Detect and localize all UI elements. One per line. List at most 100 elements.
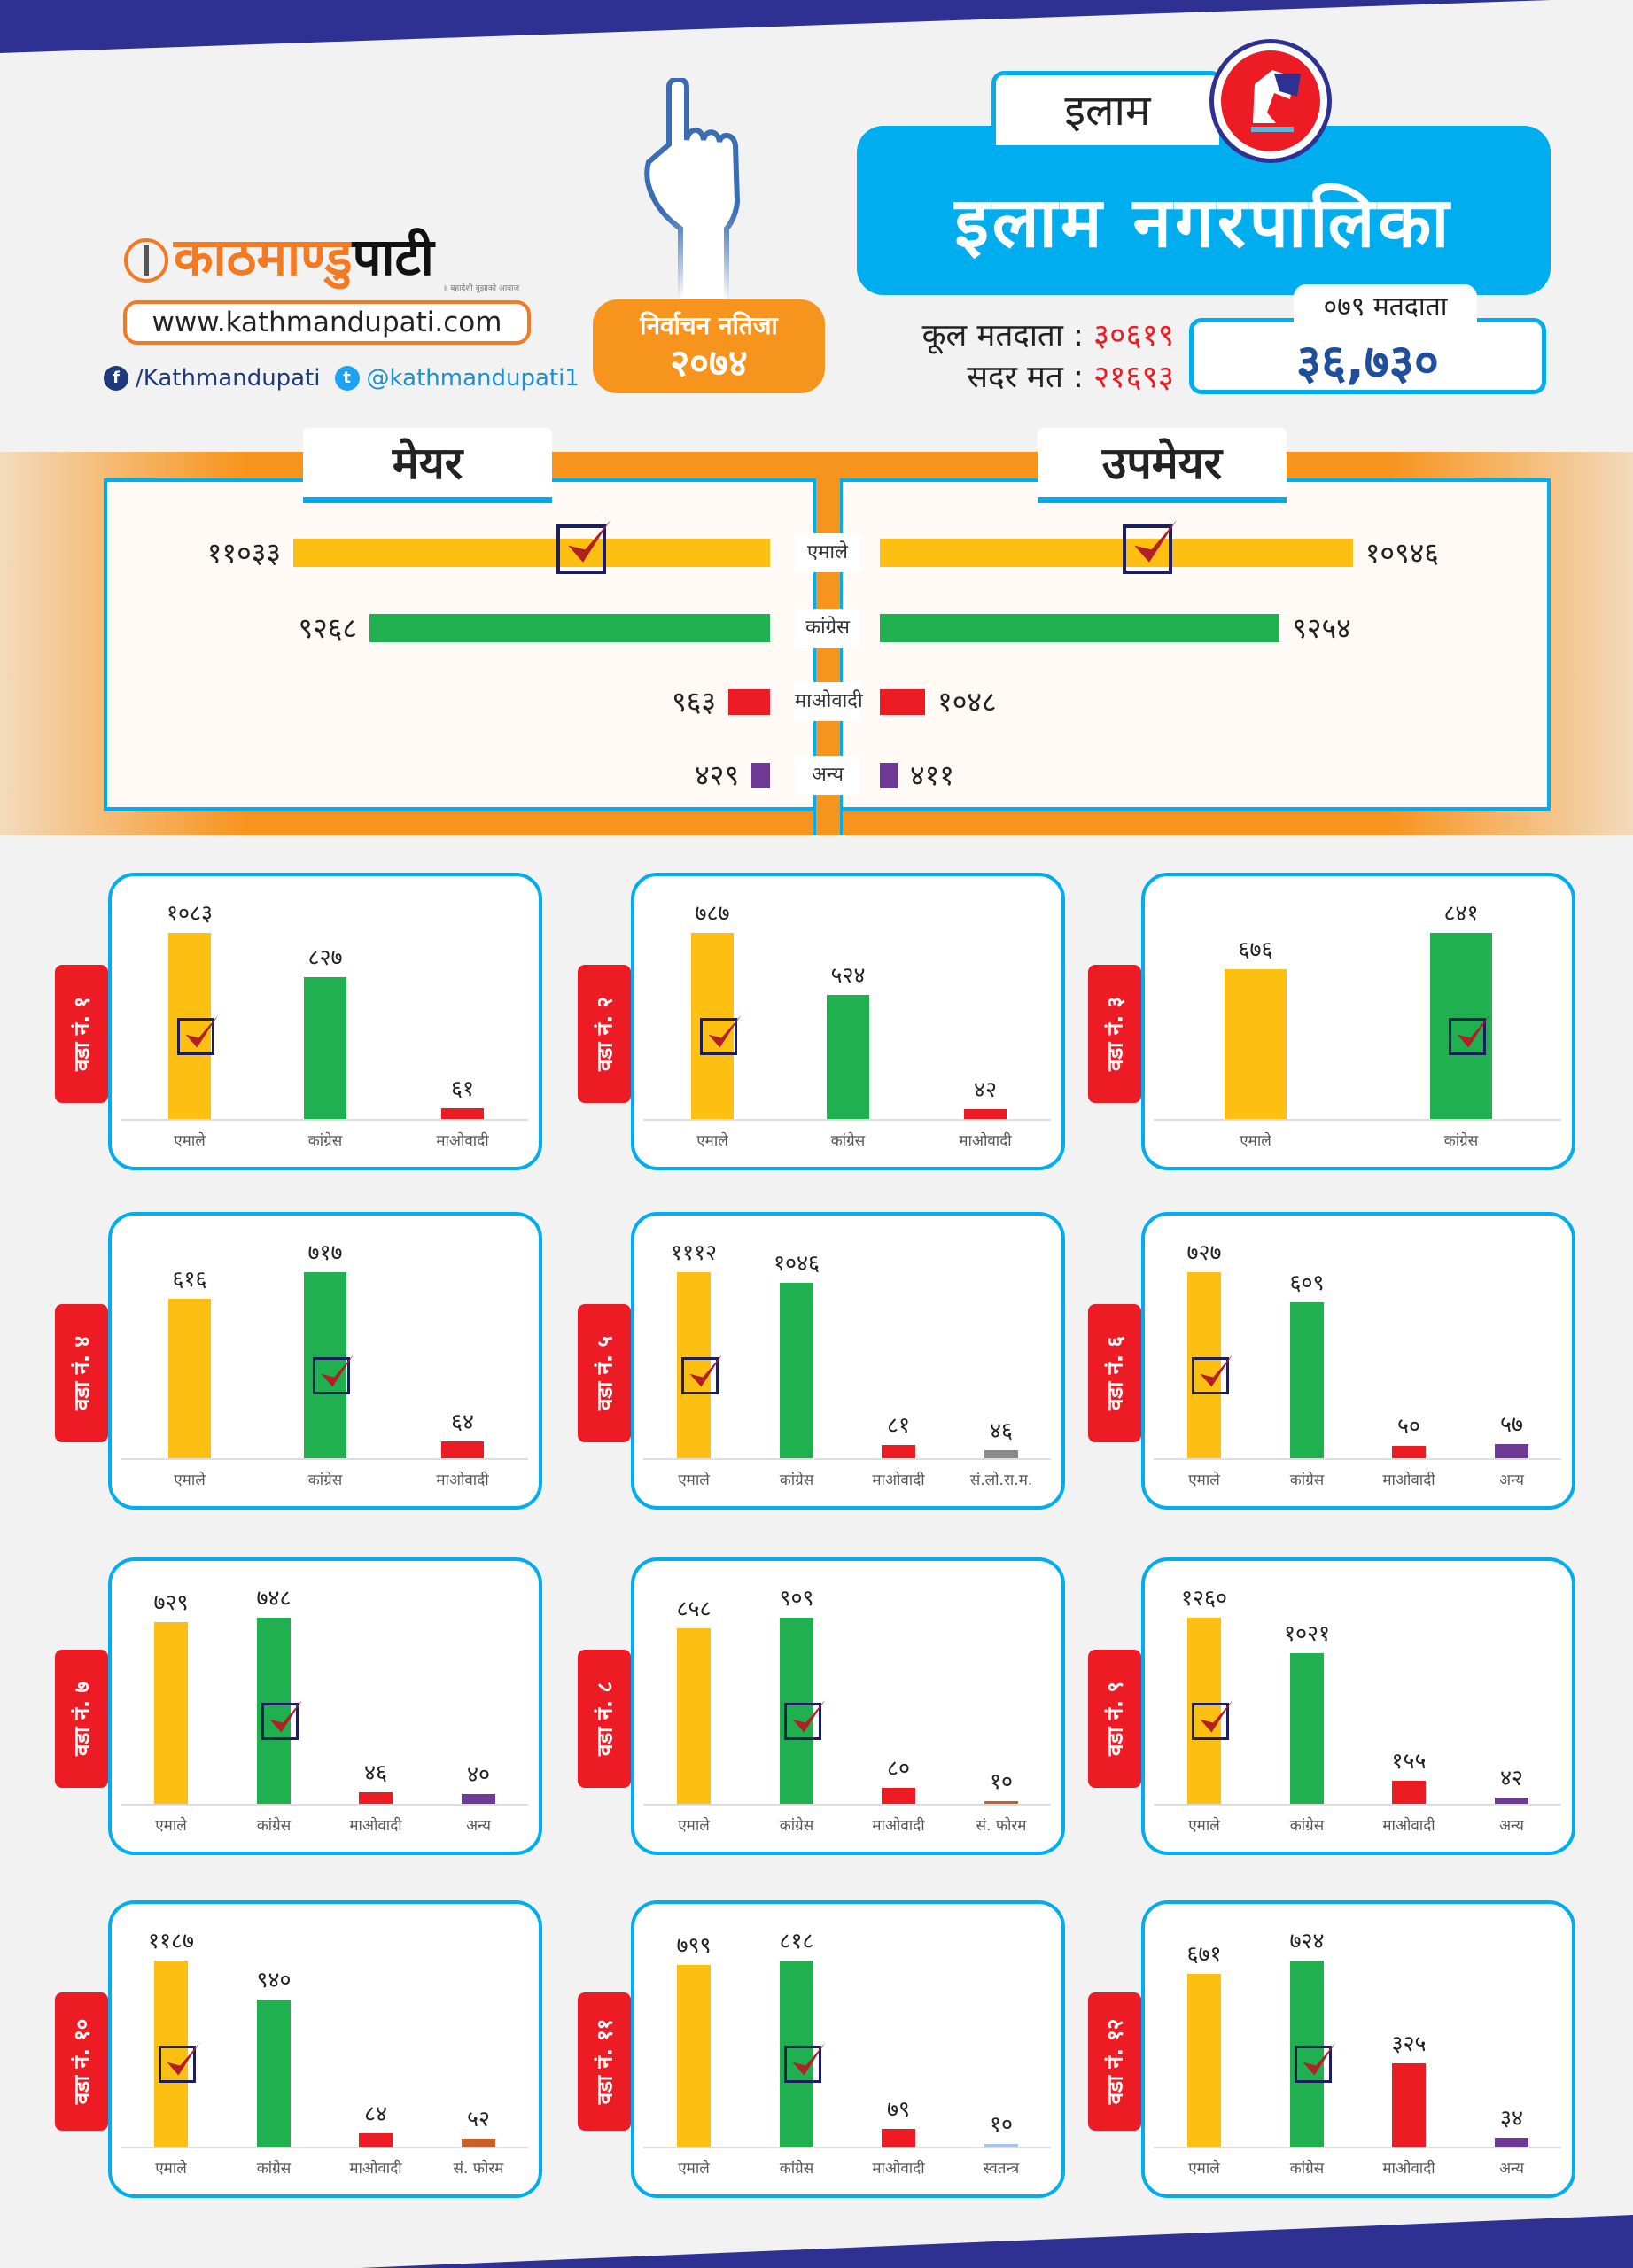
ward-bar-एमाले bbox=[168, 933, 211, 1119]
website-link[interactable]: www.kathmandupati.com bbox=[123, 300, 531, 345]
ward-bar-अन्य bbox=[462, 1793, 495, 1804]
ward-category-label: कांग्रेस bbox=[1289, 1817, 1325, 1835]
winner-check-icon bbox=[784, 2042, 826, 2083]
ward-category-label: एमाले bbox=[174, 1132, 206, 1150]
ward-category-label: अन्य bbox=[1499, 1472, 1524, 1489]
winner-check-icon bbox=[261, 1699, 303, 1740]
ward-label-text: वडा नं. ६ bbox=[1102, 1335, 1128, 1411]
winner-check-icon bbox=[159, 2042, 200, 2083]
check-icon bbox=[708, 1014, 742, 1048]
winner-check-icon bbox=[1449, 1014, 1490, 1055]
ward-bar-कांग्रेस bbox=[257, 1999, 291, 2147]
ward-bar-value: १११२ bbox=[670, 1239, 717, 1265]
ward-bar-value: ४० bbox=[466, 1760, 490, 1787]
ward-label-text: वडा नं. १ bbox=[69, 996, 95, 1072]
deputy-mayor-heading: उपमेयर bbox=[1038, 428, 1287, 503]
ward-category-label: अन्य bbox=[466, 1817, 491, 1835]
ward-category-label: माओवादी bbox=[1382, 2160, 1435, 2178]
ward-label: वडा नं. ७ bbox=[55, 1650, 108, 1788]
winner-check-icon bbox=[784, 1699, 826, 1740]
deputy-bar-0 bbox=[880, 539, 1353, 567]
ward-bar-value: ७२९ bbox=[153, 1589, 189, 1616]
ward-bar-value: ४६ bbox=[989, 1418, 1013, 1444]
chart-axis bbox=[1154, 1119, 1561, 1121]
valid-votes-label: सदर मत bbox=[967, 360, 1063, 395]
mayor-value-0: ११०३३ bbox=[206, 536, 281, 570]
ward-category-label: एमाले bbox=[696, 1132, 728, 1150]
ward-bar-value: ७९९ bbox=[676, 1931, 712, 1958]
ward-bar-एमाले bbox=[677, 1627, 711, 1804]
ward-bar-कांग्रेस bbox=[827, 995, 869, 1119]
ward-category-label: कांग्रेस bbox=[307, 1472, 343, 1489]
chart-axis bbox=[121, 1458, 528, 1460]
ward-bar-सं. फोरम bbox=[984, 1801, 1018, 1804]
ward-label-text: वडा नं. १० bbox=[69, 2018, 95, 2105]
ward-label: वडा नं. ५ bbox=[578, 1304, 631, 1442]
ward-bar-माओवादी bbox=[882, 1444, 915, 1458]
ward-bar-एमाले bbox=[154, 1622, 188, 1804]
ward-bar-value: ७२४ bbox=[1289, 1928, 1325, 1953]
result-year: २०७४ bbox=[670, 341, 748, 384]
ward-bar-value: ३२५ bbox=[1391, 2030, 1427, 2056]
voters-079-value: ३६,७३० bbox=[1189, 318, 1546, 394]
ward-bar-value: ८४१ bbox=[1443, 900, 1479, 926]
ward-card: वडा नं. १२ ६७१ एमाले ७२४ कांग्रेस ३२५ माओवादी ३… bbox=[1088, 1900, 1575, 2198]
winner-check-icon bbox=[1295, 2042, 1336, 2083]
kathmandupati-logo: काठमाण्डुपाटी bbox=[124, 220, 514, 291]
ward-label-text: वडा नं. ७ bbox=[69, 1681, 95, 1757]
ward-label: वडा नं. ६ bbox=[1088, 1304, 1141, 1442]
ward-category-label: एमाले bbox=[1240, 1132, 1271, 1150]
ward-bar-एमाले bbox=[168, 1298, 211, 1458]
ward-category-label: कांग्रेस bbox=[256, 1817, 292, 1835]
ward-category-label: कांग्रेस bbox=[256, 2160, 292, 2178]
ward-bar-value: १२६० bbox=[1180, 1585, 1227, 1611]
ward-card: वडा नं. ११ ७९९ एमाले ८१८ कांग्रेस ७९ माओवादी १०… bbox=[578, 1900, 1065, 2198]
deputy-bar-3 bbox=[880, 762, 898, 788]
ward-bar-अन्य bbox=[1495, 1798, 1528, 1804]
chart-axis bbox=[643, 1804, 1051, 1806]
ward-bar-value: ५२ bbox=[466, 2105, 490, 2132]
result-title: निर्वाचन नतिजा bbox=[640, 311, 778, 340]
ward-bar-value: ८५८ bbox=[676, 1595, 712, 1621]
ward-bar-value: १० bbox=[989, 2111, 1013, 2137]
ward-bar-एमाले bbox=[677, 1964, 711, 2147]
mayor-bar-2 bbox=[728, 688, 770, 715]
ward-bar-माओवादी bbox=[882, 2128, 915, 2147]
ward-bar-value: १५५ bbox=[1391, 1748, 1427, 1775]
ward-bar-value: ६७१ bbox=[1186, 1941, 1222, 1968]
ward-bar-value: १० bbox=[989, 1768, 1013, 1794]
ward-bar-value: ८२७ bbox=[307, 944, 343, 970]
ward-card: वडा नं. ५ १११२ एमाले १०४६ कांग्रेस ८१ माओवादी ४… bbox=[578, 1212, 1065, 1510]
chart-axis bbox=[643, 2147, 1051, 2148]
ward-bar-value: ३४ bbox=[1499, 2105, 1523, 2132]
ward-label: वडा नं. ३ bbox=[1088, 965, 1141, 1103]
ward-bar-value: ६०९ bbox=[1289, 1270, 1325, 1296]
ward-card: वडा नं. ९ १२६० एमाले १०२१ कांग्रेस १५५ माओवादी… bbox=[1088, 1557, 1575, 1855]
ward-card: वडा नं. ८ ८५८ एमाले ९०९ कांग्रेस ८० माओवादी १० स… bbox=[578, 1557, 1065, 1855]
check-icon bbox=[1200, 1699, 1233, 1733]
district-name: इलाम bbox=[991, 71, 1224, 145]
ward-bar-एमाले bbox=[1225, 969, 1287, 1119]
ward-category-label: माओवादी bbox=[436, 1132, 489, 1150]
ward-category-label: अन्य bbox=[1499, 1817, 1524, 1835]
ward-category-label: एमाले bbox=[678, 1472, 710, 1489]
ward-bar-स्वतन्त्र bbox=[984, 2144, 1018, 2147]
ward-bar-एमाले bbox=[691, 933, 734, 1119]
ward-label: वडा नं. ४ bbox=[55, 1304, 108, 1442]
ward-category-label: सं. फोरम bbox=[976, 1817, 1027, 1835]
ward-card: वडा नं. ४ ६१६ एमाले ७१७ कांग्रेस ६४ माओवादी bbox=[55, 1212, 542, 1510]
check-icon bbox=[792, 2042, 826, 2076]
party-label-3: अन्य bbox=[795, 756, 860, 795]
facebook-link[interactable]: /Kathmandupati bbox=[136, 365, 321, 392]
ward-category-label: एमाले bbox=[155, 1817, 187, 1835]
twitter-link[interactable]: @kathmandupati1 bbox=[366, 365, 579, 392]
ward-category-label: एमाले bbox=[1188, 1817, 1220, 1835]
chart-axis bbox=[643, 1458, 1051, 1460]
ward-category-label: माओवादी bbox=[349, 1817, 402, 1835]
election-result-badge: निर्वाचन नतिजा २०७४ bbox=[593, 299, 825, 393]
election-commission-emblem-icon bbox=[1214, 43, 1327, 159]
chart-axis bbox=[121, 2147, 528, 2148]
ward-label: वडा नं. १२ bbox=[1088, 1992, 1141, 2131]
ward-category-label: अन्य bbox=[1499, 2160, 1524, 2178]
ward-label-text: वडा नं. ३ bbox=[1102, 996, 1128, 1072]
